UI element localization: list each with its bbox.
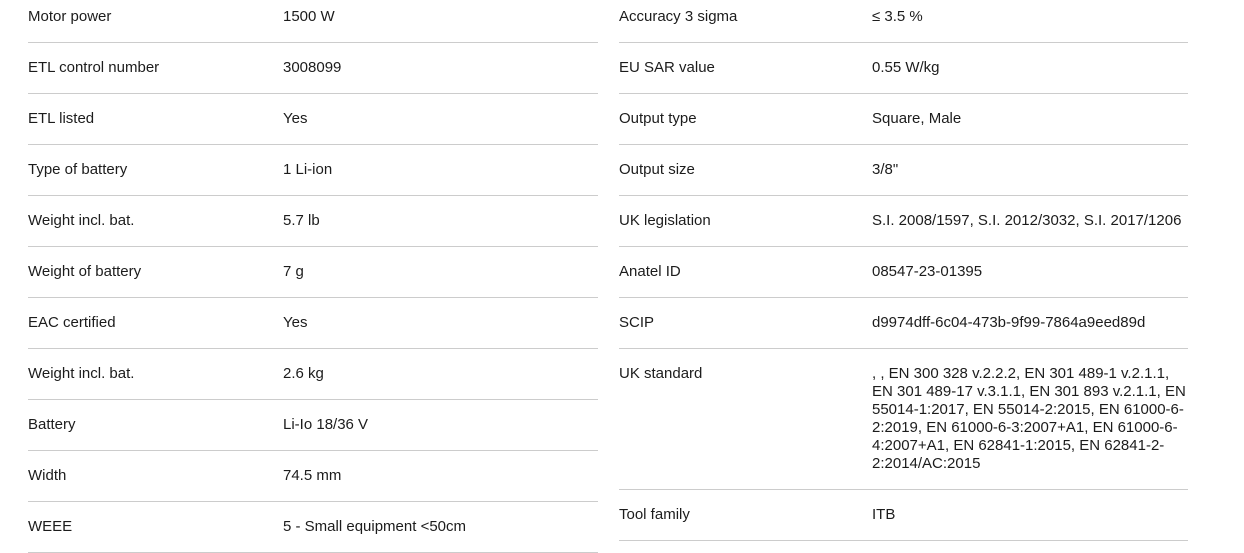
spec-label: WEEE — [28, 518, 73, 535]
spec-label: EU SAR value — [619, 59, 715, 76]
spec-column-left: Motor power 1500 W ETL control number 30… — [28, 0, 598, 553]
spec-value: 5 - Small equipment <50cm — [283, 518, 467, 535]
spec-value: Yes — [283, 314, 308, 331]
spec-row-scip: SCIP d9974dff-6c04-473b-9f99-7864a9eed89… — [619, 298, 1188, 349]
spec-label: UK legislation — [619, 212, 711, 229]
spec-row-etl-control-number: ETL control number 3008099 — [28, 43, 598, 94]
spec-value: ITB — [872, 506, 896, 523]
spec-label: Type of battery — [28, 161, 128, 178]
spec-label: Battery — [28, 416, 76, 433]
spec-label: ETL listed — [28, 110, 95, 127]
spec-row-weight-incl-bat-lb: Weight incl. bat. 5.7 lb — [28, 196, 598, 247]
spec-label: Accuracy 3 sigma — [619, 8, 738, 25]
spec-value: ≤ 3.5 % — [872, 8, 923, 25]
spec-value: 5.7 lb — [283, 212, 320, 229]
spec-label: Weight incl. bat. — [28, 212, 135, 229]
spec-row-uk-legislation: UK legislation S.I. 2008/1597, S.I. 2012… — [619, 196, 1188, 247]
spec-row-eu-sar-value: EU SAR value 0.55 W/kg — [619, 43, 1188, 94]
spec-label: Width — [28, 467, 67, 484]
spec-value: 0.55 W/kg — [872, 59, 940, 76]
spec-row-anatel-id: Anatel ID 08547-23-01395 — [619, 247, 1188, 298]
spec-row-output-type: Output type Square, Male — [619, 94, 1188, 145]
spec-label: Motor power — [28, 8, 112, 25]
spec-label: Output size — [619, 161, 695, 178]
spec-label: Weight incl. bat. — [28, 365, 135, 382]
spec-label: SCIP — [619, 314, 655, 331]
spec-value: S.I. 2008/1597, S.I. 2012/3032, S.I. 201… — [872, 212, 1182, 229]
spec-value: 2.6 kg — [283, 365, 324, 382]
spec-label: UK standard — [619, 365, 703, 382]
spec-value: Li-Io 18/36 V — [283, 416, 369, 433]
spec-row-eac-certified: EAC certified Yes — [28, 298, 598, 349]
spec-value: 1500 W — [283, 8, 335, 25]
spec-value: 3/8" — [872, 161, 899, 178]
spec-row-etl-listed: ETL listed Yes — [28, 94, 598, 145]
spec-label: Output type — [619, 110, 697, 127]
spec-value: Square, Male — [872, 110, 962, 127]
spec-label: EAC certified — [28, 314, 116, 331]
spec-value: d9974dff-6c04-473b-9f99-7864a9eed89d — [872, 314, 1146, 331]
spec-row-width: Width 74.5 mm — [28, 451, 598, 502]
spec-label: Weight of battery — [28, 263, 142, 280]
spec-row-accuracy-3-sigma: Accuracy 3 sigma ≤ 3.5 % — [619, 0, 1188, 43]
spec-value: 3008099 — [283, 59, 342, 76]
spec-row-type-of-battery: Type of battery 1 Li-ion — [28, 145, 598, 196]
spec-value: 08547-23-01395 — [872, 263, 983, 280]
spec-row-motor-power: Motor power 1500 W — [28, 0, 598, 43]
spec-column-right: Accuracy 3 sigma ≤ 3.5 % EU SAR value 0.… — [619, 0, 1188, 553]
spec-row-weight-incl-bat-kg: Weight incl. bat. 2.6 kg — [28, 349, 598, 400]
spec-value: , , EN 300 328 v.2.2.2, EN 301 489-1 v.2… — [872, 365, 1186, 472]
spec-value: 7 g — [283, 263, 304, 280]
spec-label: Tool family — [619, 506, 690, 523]
spec-value: 74.5 mm — [283, 467, 342, 484]
spec-row-weee: WEEE 5 - Small equipment <50cm — [28, 502, 598, 553]
spec-row-battery: Battery Li-Io 18/36 V — [28, 400, 598, 451]
spec-row-output-size: Output size 3/8" — [619, 145, 1188, 196]
spec-value: 1 Li-ion — [283, 161, 333, 178]
spec-value: Yes — [283, 110, 308, 127]
spec-row-uk-standard: UK standard , , EN 300 328 v.2.2.2, EN 3… — [619, 349, 1188, 490]
spec-label: Anatel ID — [619, 263, 681, 280]
spec-row-weight-of-battery: Weight of battery 7 g — [28, 247, 598, 298]
spec-label: ETL control number — [28, 59, 160, 76]
spec-row-tool-family: Tool family ITB — [619, 490, 1188, 541]
